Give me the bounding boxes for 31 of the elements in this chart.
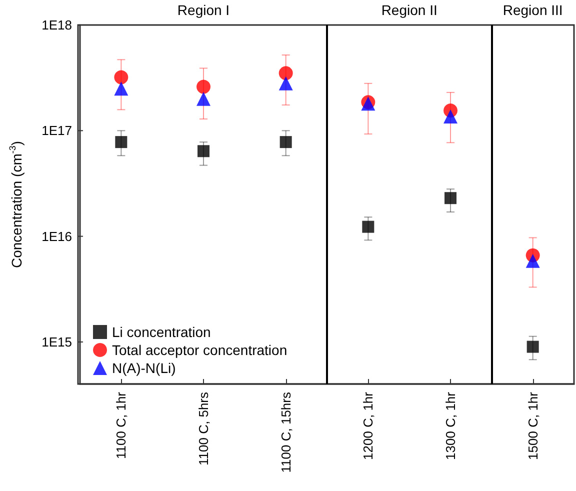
x-tick-label: 1500 C, 1hr — [525, 391, 540, 460]
point — [114, 70, 128, 84]
point — [196, 92, 210, 106]
text: Region III — [502, 2, 563, 18]
point — [115, 136, 128, 148]
point — [278, 76, 293, 90]
x-tick-label: 1100 C, 1hr — [114, 391, 129, 459]
point — [444, 110, 458, 124]
x-tick-label: 1300 C, 1hr — [443, 391, 458, 460]
y-tick-label: 1E17 — [42, 123, 72, 138]
x-tick-label: 1200 C, 1hr — [360, 391, 376, 460]
point — [196, 80, 210, 94]
y-tick-label: 1E18 — [42, 18, 72, 32]
x-tick-label: 1100 C, 5hrs — [196, 392, 211, 466]
legend-label: N(A)-N(Li) — [112, 360, 176, 376]
point — [444, 192, 456, 204]
text: Region I — [177, 2, 230, 18]
point — [198, 145, 210, 158]
point — [114, 82, 128, 96]
y-tick-label: 1E16 — [42, 228, 72, 244]
point — [362, 220, 374, 233]
point — [278, 66, 293, 80]
y-tick-label: 1E15 — [42, 334, 72, 350]
text: Region II — [381, 2, 438, 18]
y-axis-title: Concentration (cm-3) — [8, 140, 24, 268]
point — [280, 136, 292, 148]
legend-label: Total acceptor concentration — [112, 342, 288, 358]
legend-label: Li concentration — [112, 324, 211, 340]
point — [526, 340, 539, 353]
point — [526, 254, 540, 268]
x-tick-label: 1100 C, 15hrs — [278, 392, 294, 473]
